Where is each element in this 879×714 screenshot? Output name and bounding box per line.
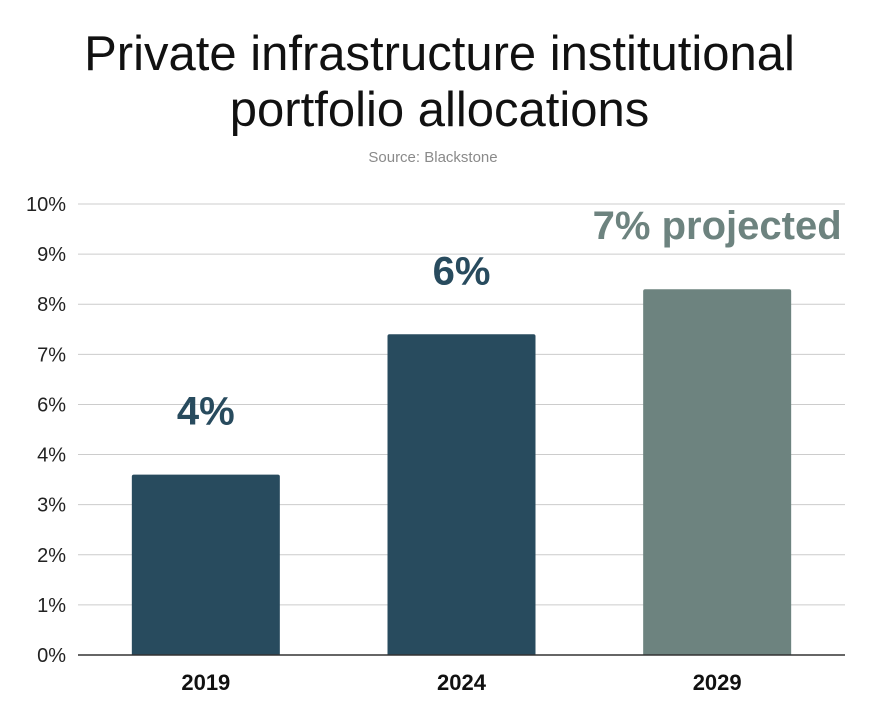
y-tick-label: 4% — [37, 445, 66, 467]
chart-title-line-2: portfolio allocations — [229, 83, 650, 137]
x-tick-label: 2024 — [437, 670, 487, 695]
y-tick-label: 8% — [37, 294, 66, 316]
data-label-2024: 6% — [433, 249, 491, 293]
y-tick-label: 7% — [37, 344, 66, 366]
data-label-2029: 7% projected — [593, 204, 842, 248]
y-tick-label: 10% — [26, 194, 66, 216]
chart-title-line-1: Private infrastructure institutional — [84, 27, 795, 81]
y-tick-label: 0% — [37, 645, 66, 667]
y-tick-label: 9% — [37, 244, 66, 266]
y-tick-label: 3% — [37, 495, 66, 517]
bar-2019 — [131, 474, 280, 655]
chart-title: Private infrastructure institutional por… — [0, 26, 879, 138]
y-tick-label: 6% — [37, 394, 66, 416]
chart-subtitle: Source: Blackstone — [368, 149, 498, 166]
y-tick-label: 1% — [37, 595, 66, 617]
x-tick-label: 2019 — [181, 670, 230, 695]
bar-2024 — [387, 334, 536, 655]
x-tick-label: 2029 — [693, 670, 742, 695]
bar-2029 — [643, 289, 792, 655]
data-label-2019: 4% — [177, 390, 235, 434]
y-tick-label: 2% — [37, 545, 66, 567]
